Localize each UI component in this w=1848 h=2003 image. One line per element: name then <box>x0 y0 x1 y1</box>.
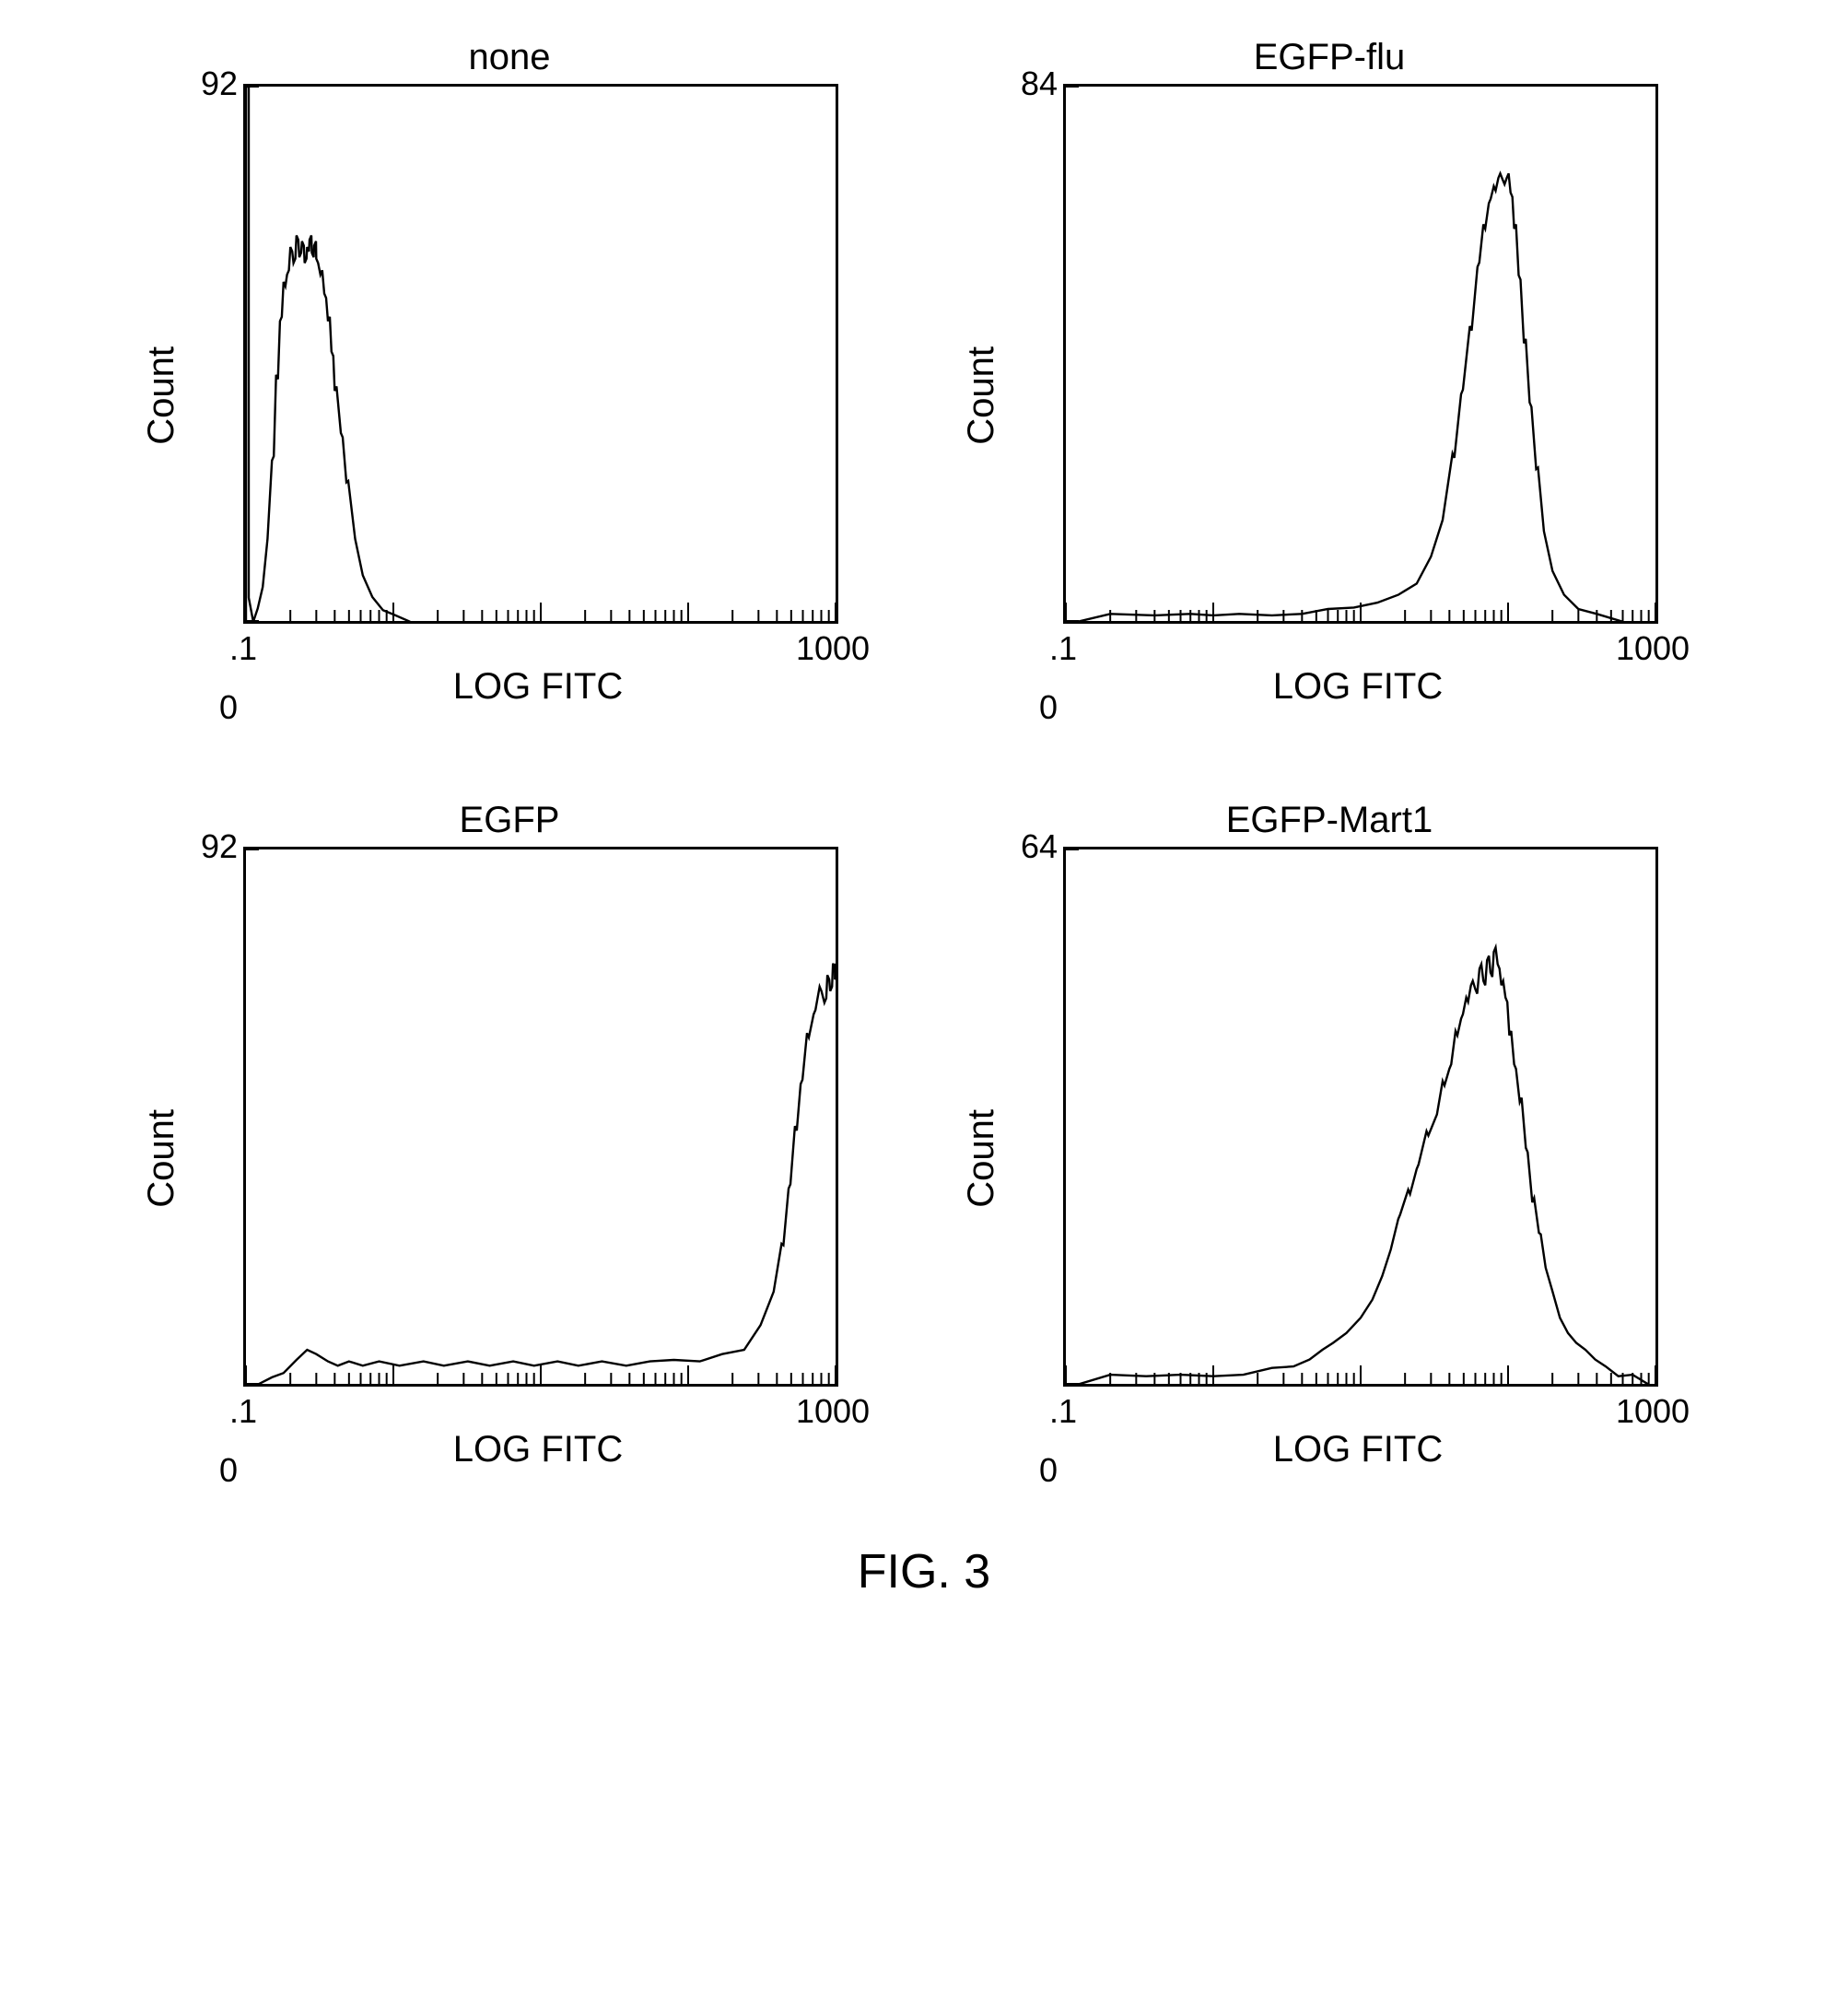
panel-egfp-mart1: EGFP-Mart1 Count 64 0 .11000 LOG FITC <box>961 800 1698 1470</box>
x-tick: 1000 <box>796 629 870 668</box>
y-tick-column: 64 0 <box>1008 847 1063 1470</box>
plot-wrap: Count 92 0 .11000 LOG FITC <box>141 847 878 1470</box>
plot-wrap: Count 64 0 .11000 LOG FITC <box>961 847 1698 1470</box>
y-axis-label: Count <box>141 1109 182 1208</box>
y-tick-zero: 0 <box>219 1451 238 1490</box>
panel-title: EGFP-Mart1 <box>961 800 1698 841</box>
x-tick: 1000 <box>1616 629 1690 668</box>
y-tick-column: 92 0 <box>188 84 243 708</box>
x-tick: .1 <box>229 1392 257 1431</box>
x-tick: .1 <box>229 629 257 668</box>
plot-area <box>243 84 838 624</box>
plot-area <box>1063 847 1658 1387</box>
x-axis-label: LOG FITC <box>243 1429 833 1470</box>
y-tick-max: 84 <box>1021 64 1058 103</box>
x-tick: 1000 <box>796 1392 870 1431</box>
x-tick-row: .11000 <box>1063 624 1653 664</box>
y-tick-column: 84 0 <box>1008 84 1063 708</box>
x-tick: 1000 <box>1616 1392 1690 1431</box>
y-tick-zero: 0 <box>219 688 238 727</box>
y-axis-label: Count <box>961 1109 1002 1208</box>
panel-title: none <box>141 37 878 78</box>
x-tick-row: .11000 <box>243 624 833 664</box>
x-axis-label: LOG FITC <box>1063 1429 1653 1470</box>
y-tick-zero: 0 <box>1039 1451 1058 1490</box>
x-tick-row: .11000 <box>1063 1387 1653 1427</box>
y-axis-label: Count <box>961 346 1002 445</box>
x-axis-label: LOG FITC <box>243 666 833 708</box>
panel-egfp-flu: EGFP-flu Count 84 0 .11000 LOG FITC <box>961 37 1698 708</box>
y-tick-column: 92 0 <box>188 847 243 1470</box>
plot-wrap: Count 92 0 .11000 LOG FITC <box>141 84 878 708</box>
x-axis-label: LOG FITC <box>1063 666 1653 708</box>
y-tick-max: 92 <box>201 827 238 866</box>
y-tick-max: 64 <box>1021 827 1058 866</box>
figure-panel-grid: none Count 92 0 .11000 LOG FITC EGF <box>141 37 1707 1470</box>
x-tick: .1 <box>1049 1392 1077 1431</box>
y-tick-max: 92 <box>201 64 238 103</box>
plot-area <box>1063 84 1658 624</box>
plot-wrap: Count 84 0 .11000 LOG FITC <box>961 84 1698 708</box>
plot-area <box>243 847 838 1387</box>
x-tick: .1 <box>1049 629 1077 668</box>
figure-caption: FIG. 3 <box>37 1544 1811 1599</box>
y-axis-label: Count <box>141 346 182 445</box>
panel-none: none Count 92 0 .11000 LOG FITC <box>141 37 878 708</box>
panel-egfp: EGFP Count 92 0 .11000 LOG FITC <box>141 800 878 1470</box>
panel-title: EGFP-flu <box>961 37 1698 78</box>
y-tick-zero: 0 <box>1039 688 1058 727</box>
x-tick-row: .11000 <box>243 1387 833 1427</box>
panel-title: EGFP <box>141 800 878 841</box>
